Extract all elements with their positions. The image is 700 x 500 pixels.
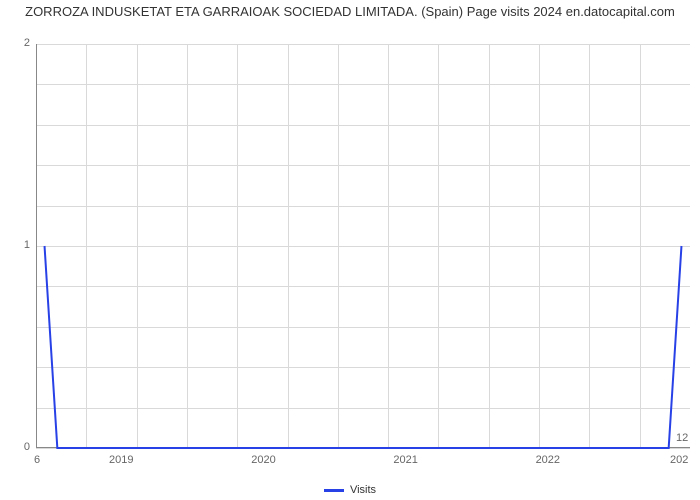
- legend: Visits: [0, 484, 700, 496]
- chart-series-layer: [36, 44, 690, 448]
- x-tick-label: 2019: [96, 454, 146, 466]
- legend-swatch: [324, 489, 344, 492]
- y-tick-label: 0: [8, 441, 30, 453]
- x-tick-label: 2021: [381, 454, 431, 466]
- x-tick-label: 2020: [238, 454, 288, 466]
- y-tick-label: 2: [8, 37, 30, 49]
- x-edge-right-label: 202: [670, 454, 688, 466]
- legend-label: Visits: [350, 484, 376, 496]
- x-corner-right-label: 12: [676, 432, 688, 444]
- plot-area: [36, 44, 690, 448]
- series-line-visits: [45, 246, 682, 448]
- chart-title: ZORROZA INDUSKETAT ETA GARRAIOAK SOCIEDA…: [0, 4, 700, 20]
- y-tick-label: 1: [8, 239, 30, 251]
- x-tick-label: 2022: [523, 454, 573, 466]
- x-corner-left-label: 6: [34, 454, 40, 466]
